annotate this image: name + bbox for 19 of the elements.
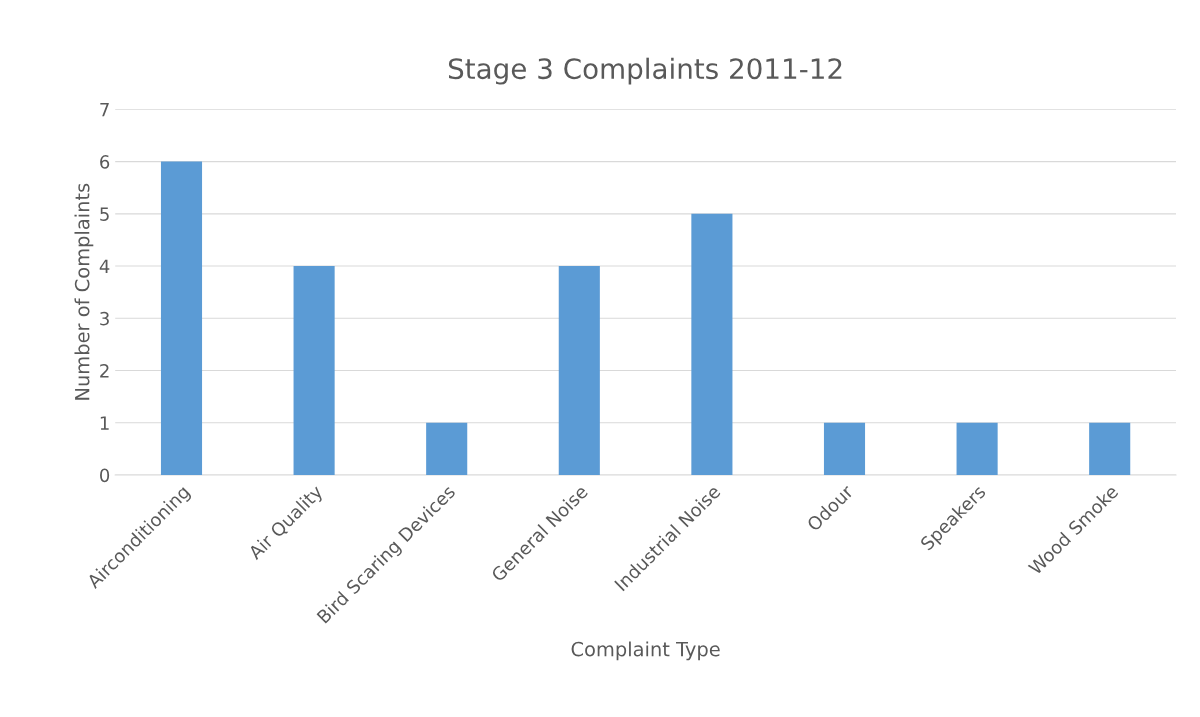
y-tick-label: 1 (100, 416, 109, 430)
y-axis-title: Number of Complaints (74, 183, 94, 400)
bar (956, 422, 998, 476)
bar (1089, 422, 1131, 476)
y-tick-label: 7 (100, 103, 109, 117)
bar (691, 213, 733, 476)
bar (293, 266, 335, 476)
y-tick-label: 4 (99, 259, 110, 273)
bar (558, 266, 600, 476)
bar (823, 422, 866, 476)
y-tick-label: 6 (100, 155, 110, 169)
x-axis-title: Complaint Type (571, 641, 720, 661)
y-tick-label: 3 (100, 311, 109, 326)
y-tick-label: 0 (100, 468, 110, 483)
bar (426, 422, 468, 476)
bar (160, 161, 203, 476)
chart-title: Stage 3 Complaints 2011-12 (448, 57, 842, 85)
y-tick-label: 2 (100, 363, 109, 378)
y-tick-label: 5 (100, 207, 109, 221)
